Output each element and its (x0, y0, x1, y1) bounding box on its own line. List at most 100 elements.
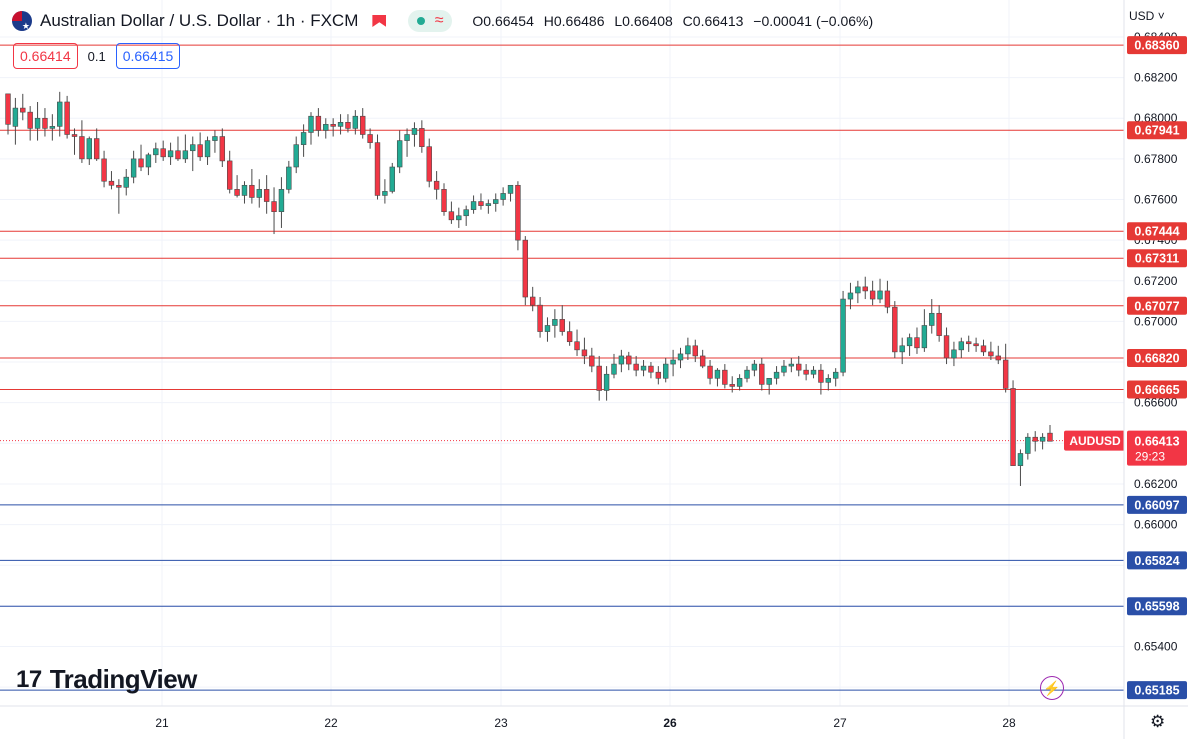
candle (759, 357, 765, 391)
candle (241, 181, 248, 204)
candle-body (966, 341, 972, 345)
candle-body (389, 166, 395, 192)
candle-body (522, 239, 529, 298)
candle-body (1002, 359, 1009, 389)
resistance-level-label: 0.68360 (1134, 39, 1179, 53)
candle (988, 341, 994, 361)
candle-body (759, 363, 765, 385)
candle (227, 150, 233, 194)
candle (766, 377, 772, 395)
candle (42, 108, 48, 137)
candle-body (596, 365, 602, 391)
chart-header: Australian Dollar / U.S. Dollar · 1h · F… (12, 9, 873, 33)
candle-body (64, 101, 70, 135)
candle (566, 321, 573, 346)
resistance-level-tag (1127, 380, 1187, 399)
sell-button[interactable]: 0.66414 (13, 43, 78, 69)
candle-body (167, 150, 174, 158)
candle (182, 134, 189, 163)
candle-body (323, 124, 329, 131)
currency-selector[interactable]: USD ˅ (1129, 9, 1165, 23)
candle (951, 341, 957, 367)
ohlc-low: L0.66408 (614, 13, 673, 29)
candle (603, 366, 610, 401)
candle (212, 130, 218, 153)
gear-icon[interactable]: ⚙ (1150, 712, 1166, 731)
candle-body (847, 292, 854, 300)
aud-usd-flag-icon (12, 11, 32, 31)
candle-body (958, 341, 965, 351)
candle (382, 179, 388, 204)
candle (49, 114, 56, 141)
price-tick-label: 0.65400 (1134, 639, 1178, 653)
candle-body (670, 359, 676, 365)
ohlc-readout: O0.66454 H0.66486 L0.66408 C0.66413 −0.0… (472, 13, 873, 29)
symbol-badge (1064, 430, 1126, 451)
candle-body (663, 363, 669, 379)
candle (1002, 343, 1009, 393)
candle-body (463, 209, 469, 217)
candle (522, 236, 529, 306)
candle (899, 337, 905, 365)
candle-body (529, 296, 536, 306)
candle-body (160, 148, 166, 158)
candle-body (884, 290, 891, 308)
candle-body (685, 345, 691, 355)
support-level-label: 0.65598 (1134, 600, 1179, 614)
time-tick-label: 23 (494, 716, 508, 730)
candle (515, 181, 521, 251)
resistance-level-label: 0.67941 (1134, 124, 1179, 138)
brand-name: TradingView (49, 664, 198, 694)
candle-body (234, 189, 240, 196)
symbol-title[interactable]: Australian Dollar / U.S. Dollar · 1h · F… (40, 11, 359, 30)
candle (286, 160, 292, 194)
candle (1025, 433, 1031, 460)
candle (93, 128, 100, 161)
time-tick-label: 28 (1002, 716, 1016, 730)
tradingview-logo[interactable]: 17 TradingView (16, 664, 197, 695)
candle (914, 327, 920, 354)
candle-body (943, 335, 950, 359)
wave-icon: ≈ (434, 12, 444, 29)
candle-body (382, 191, 388, 196)
resistance-level-label: 0.67444 (1134, 225, 1179, 239)
candle-body (145, 154, 152, 168)
candle-body (677, 353, 684, 361)
candle (973, 337, 979, 352)
candle-body (5, 93, 11, 125)
resistance-level-label: 0.66665 (1134, 383, 1179, 397)
candle (751, 360, 758, 377)
candle-body (692, 345, 698, 357)
candle (618, 349, 625, 373)
candle-body (507, 184, 514, 194)
buy-button[interactable]: 0.66415 (115, 43, 181, 69)
candle-body (12, 107, 19, 127)
candle (389, 162, 395, 194)
candle-body (212, 136, 218, 141)
candle-body (57, 101, 63, 127)
candle-body (197, 144, 203, 158)
candle-body (138, 158, 144, 168)
lightning-icon[interactable]: ⚡ (1040, 676, 1064, 700)
candle (204, 136, 211, 165)
symbol-badge-label: AUDUSD (1069, 434, 1121, 448)
status-pill[interactable]: ≈ (408, 10, 453, 32)
candle-body (1025, 436, 1031, 454)
candle-body (478, 201, 484, 206)
candle (906, 333, 913, 356)
candle-body (300, 132, 307, 145)
resistance-level-tag (1127, 249, 1187, 268)
candle-body (633, 363, 639, 371)
candle (20, 93, 26, 121)
candle-body (788, 363, 795, 367)
candle (648, 362, 654, 379)
candle-body (1047, 432, 1053, 442)
candle (411, 122, 418, 147)
candle (57, 91, 63, 137)
candle-body (86, 138, 92, 160)
candle (640, 360, 647, 377)
candle-body (345, 122, 351, 129)
candle-body (537, 304, 543, 332)
candle (263, 175, 270, 214)
